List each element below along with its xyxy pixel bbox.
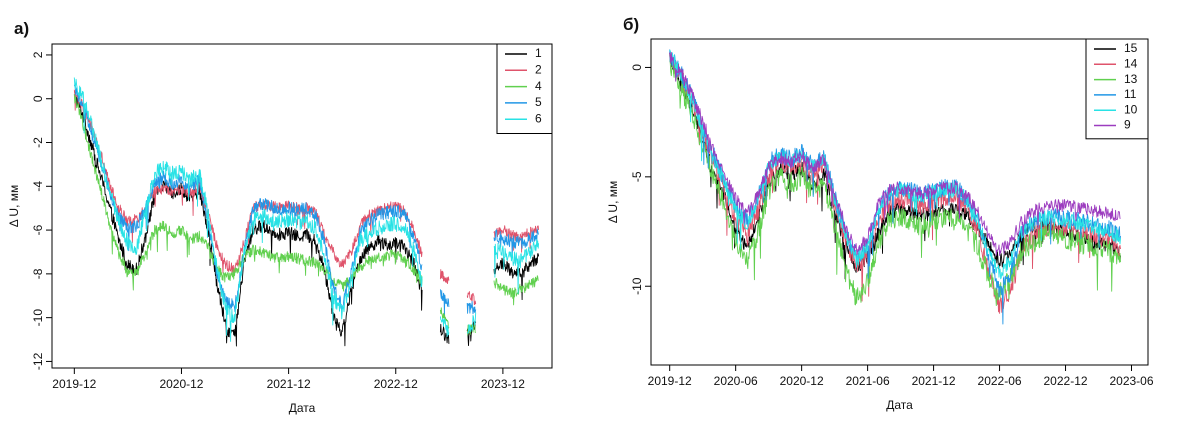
x-tick-label: 2022-12	[374, 377, 418, 391]
series-line-11	[669, 49, 1121, 325]
chart-panel-2: б) 0 -5 -10 2019-12 2020-06 2020-12 2021-06 2021…	[606, 15, 1154, 412]
x-tick-label: 2023-06	[1109, 374, 1153, 388]
y-tick-label: -12	[31, 352, 45, 370]
legend-label-11: 11	[1124, 87, 1137, 101]
legend-label-15: 15	[1124, 41, 1138, 55]
legend-box	[1085, 38, 1149, 140]
series-line-6	[73, 77, 540, 342]
series-line-2	[73, 89, 540, 305]
y-tick-label: 0	[31, 95, 45, 102]
x-tick-label: 2021-06	[846, 374, 890, 388]
y-axis-title: Δ U, мм	[7, 185, 21, 228]
x-tick-label: 2020-06	[714, 374, 758, 388]
series-line-4	[73, 94, 539, 336]
legend-label-13: 13	[1124, 72, 1138, 86]
y-tick-label: -4	[31, 181, 45, 192]
x-tick-label: 2022-12	[1044, 374, 1088, 388]
x-tick-label: 2021-12	[267, 377, 311, 391]
series-line-10	[669, 49, 1121, 280]
legend-label-4: 4	[535, 79, 542, 93]
legend-label-1: 1	[535, 46, 542, 60]
x-tick-label: 2023-12	[481, 377, 525, 391]
y-tick-label: -6	[31, 224, 45, 235]
legend-label-5: 5	[535, 95, 542, 109]
x-tick-label: 2019-12	[648, 374, 692, 388]
y-tick-label: -10	[31, 309, 45, 327]
y-tick-label: -5	[630, 171, 644, 182]
series-group	[669, 49, 1121, 325]
series-line-1	[73, 91, 540, 347]
legend-label-10: 10	[1124, 102, 1138, 116]
legend: 1 2 4 5 6	[496, 43, 553, 134]
y-axis-title: Δ U, мм	[606, 181, 620, 224]
panel-label: б)	[623, 15, 639, 34]
y-tick-label: -10	[630, 277, 644, 295]
series-line-9	[669, 51, 1121, 256]
x-axis-title: Дата	[289, 401, 316, 415]
x-tick-label: 2019-12	[52, 377, 96, 391]
plot-frame	[51, 43, 553, 369]
x-tick-label: 2020-12	[780, 374, 824, 388]
legend-box	[496, 43, 553, 134]
legend-label-2: 2	[535, 62, 542, 76]
series-line-14	[669, 52, 1121, 314]
x-axis-title: Дата	[886, 398, 913, 412]
series-line-5	[73, 84, 540, 315]
legend-label-6: 6	[535, 111, 542, 125]
legend-label-14: 14	[1124, 56, 1138, 70]
plot-frame	[650, 38, 1149, 366]
panel-label: а)	[14, 19, 29, 38]
y-tick-label: -8	[31, 268, 45, 279]
chart-panel-1: а) 2 0 -2 -4 -6 -8 -10 -12 2019-12 2020-12 2021-12 2…	[7, 19, 553, 415]
series-group	[73, 77, 540, 347]
y-tick-label: -2	[31, 137, 45, 148]
x-tick-label: 2022-06	[978, 374, 1022, 388]
legend-label-9: 9	[1124, 118, 1131, 132]
y-tick-label: 0	[630, 64, 644, 71]
x-tick-label: 2021-12	[912, 374, 956, 388]
series-line-13	[669, 55, 1121, 307]
y-tick-label: 2	[31, 51, 45, 58]
x-tick-label: 2020-12	[159, 377, 203, 391]
